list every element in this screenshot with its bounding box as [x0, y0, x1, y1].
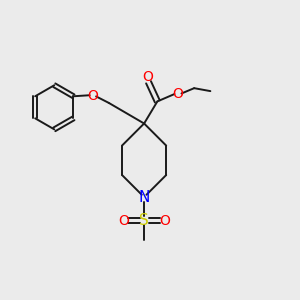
Text: O: O — [118, 214, 129, 228]
Text: S: S — [139, 213, 149, 228]
Text: N: N — [138, 190, 150, 205]
Text: O: O — [159, 214, 170, 228]
Text: O: O — [142, 70, 153, 84]
Text: O: O — [87, 88, 98, 103]
Text: O: O — [172, 87, 183, 101]
